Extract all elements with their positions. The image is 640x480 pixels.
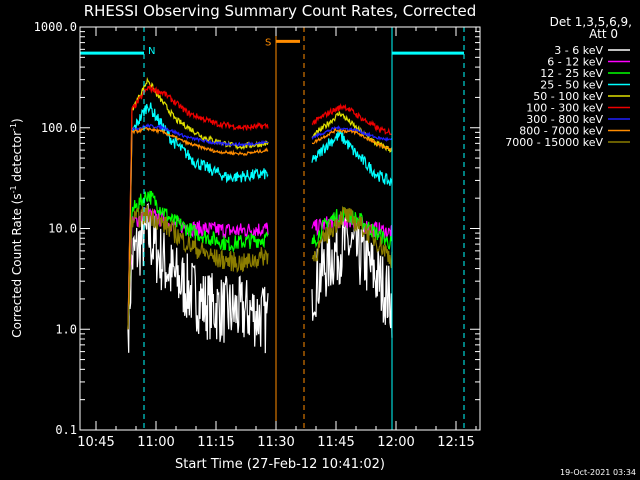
y-axis-label-main: Corrected Count Rate (s	[10, 193, 24, 337]
y-tick-label: 1.0	[55, 322, 77, 336]
y-tick-label: 1000.0	[34, 20, 77, 34]
series-line	[127, 205, 269, 330]
legend-label: 7000 - 15000 keV	[505, 136, 603, 149]
y-tick-label: 0.1	[55, 423, 77, 437]
y-tick-label: 10.0	[48, 222, 77, 236]
x-tick-label: 10:45	[77, 435, 114, 450]
series-line	[127, 126, 269, 330]
x-tick-label: 11:30	[257, 435, 294, 450]
saa-marker-label: S	[265, 37, 271, 48]
series-line	[311, 207, 393, 250]
legend-label: 300 - 800 keV	[526, 113, 603, 126]
legend-title-line1: Det 1,3,5,6,9,	[550, 15, 632, 29]
series-line	[127, 202, 269, 354]
series-line	[127, 123, 269, 330]
legend-label: 800 - 7000 keV	[519, 125, 603, 138]
y-axis-label-sup2: -1	[9, 123, 18, 131]
series-line	[127, 207, 269, 330]
series-line	[311, 102, 392, 135]
legend-title-line2: Att 0	[589, 27, 618, 41]
legend-label: 50 - 100 keV	[533, 90, 603, 103]
x-tick-label: 11:45	[317, 435, 354, 450]
legend-label: 100 - 300 keV	[526, 102, 603, 115]
x-tick-label: 11:15	[197, 435, 234, 450]
x-axis-label: Start Time (27-Feb-12 10:41:02)	[175, 457, 385, 472]
series-line	[311, 205, 393, 269]
series-line	[311, 111, 393, 153]
series-line	[311, 127, 393, 152]
series-line	[311, 212, 393, 338]
legend-label: 12 - 25 keV	[540, 67, 603, 80]
series-line	[127, 102, 269, 330]
legend-label: 6 - 12 keV	[547, 56, 603, 69]
y-tick-label: 100.0	[41, 121, 77, 135]
series-layer	[127, 76, 393, 354]
y-axis-label-sup1: -1	[9, 185, 18, 193]
x-tick-label: 12:15	[437, 435, 474, 450]
series-line	[311, 125, 393, 143]
axes-layer: 0.1 1.0 10.0 100.0 1000.0 10:45 11:00 11:15 11:3…	[34, 20, 481, 450]
x-tick-label: 12:00	[377, 435, 414, 450]
legend-label: 3 - 6 keV	[554, 44, 603, 57]
y-axis-label-end: )	[10, 118, 24, 123]
series-line	[311, 129, 393, 186]
series-line	[127, 83, 269, 330]
x-tick-label: 11:00	[137, 435, 174, 450]
timestamp: 19-Oct-2021 03:34	[560, 468, 636, 477]
series-line	[127, 190, 269, 330]
y-axis-label: Corrected Count Rate (s-1 detector-1)	[9, 118, 24, 337]
legend-label: 25 - 50 keV	[540, 79, 603, 92]
night-marker-label: N	[148, 46, 155, 57]
y-axis-label-mid: detector	[10, 131, 24, 186]
chart-title: RHESSI Observing Summary Count Rates, Co…	[84, 2, 477, 20]
